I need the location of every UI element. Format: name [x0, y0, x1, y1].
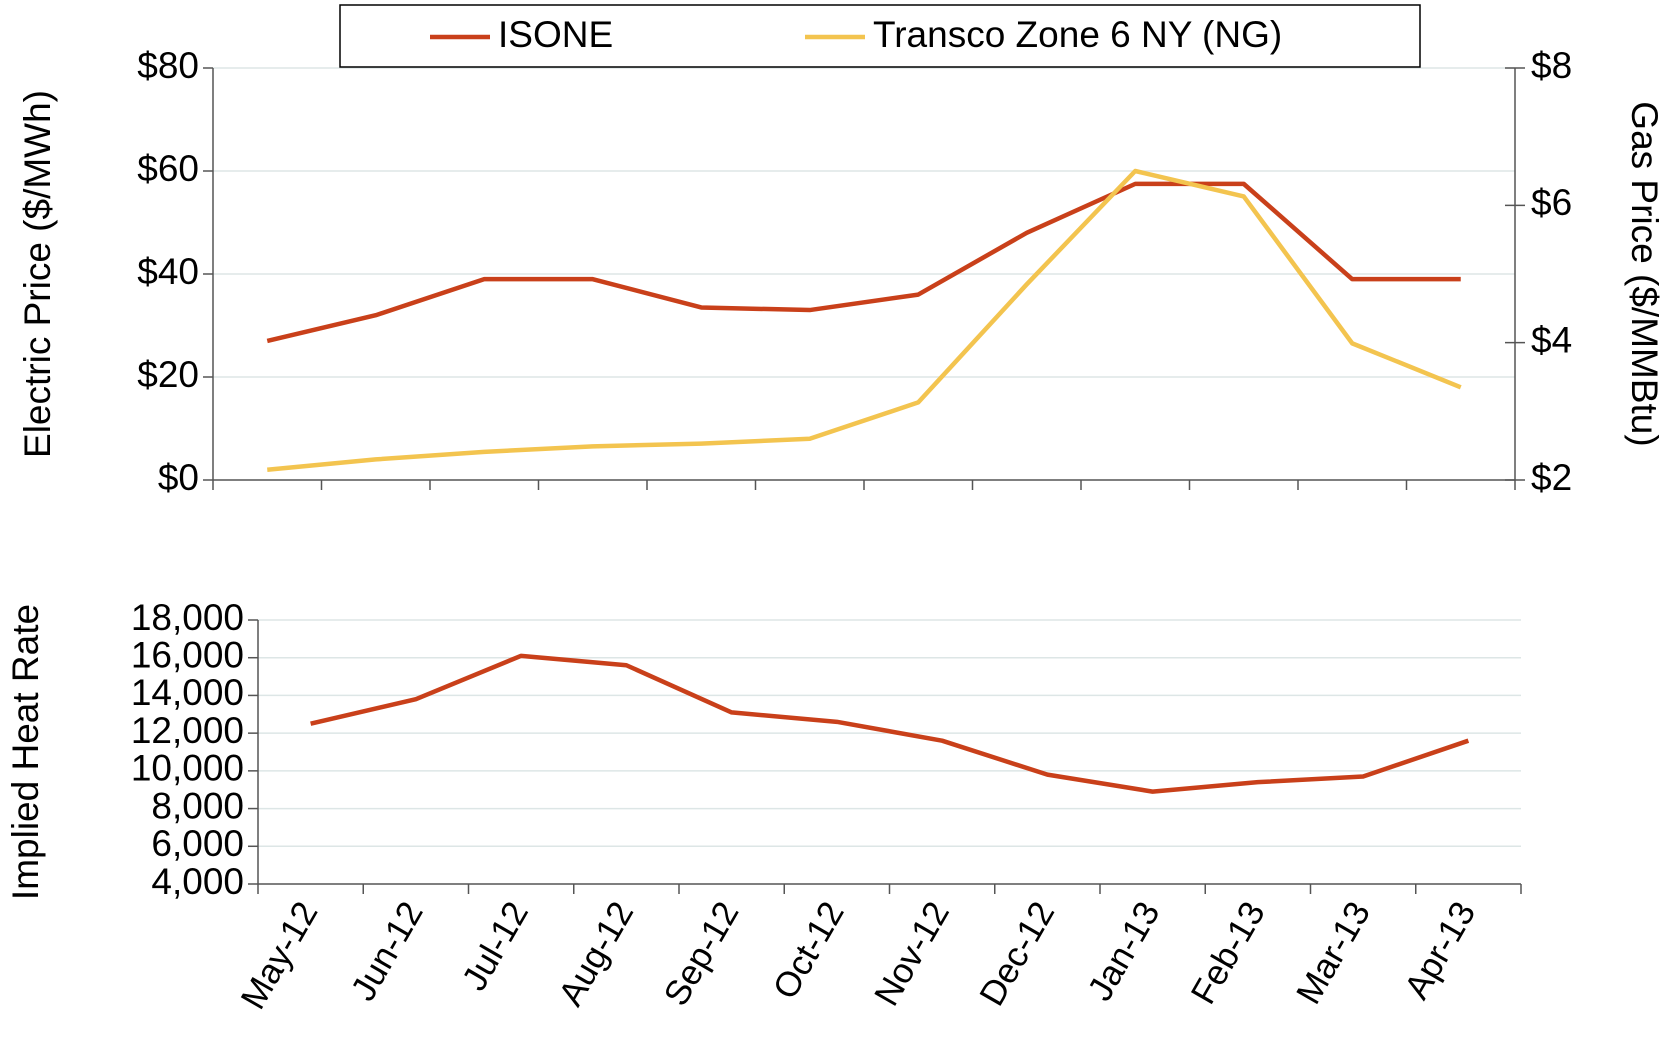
y-tick-label: 12,000: [131, 710, 244, 751]
y2-tick-label: $4: [1531, 319, 1572, 360]
x-tick-label: Feb-13: [1184, 895, 1273, 1011]
legend-label: Transco Zone 6 NY (NG): [873, 14, 1282, 55]
y-tick-label: $60: [137, 148, 199, 189]
x-tick-label: Mar-13: [1289, 895, 1378, 1011]
x-tick-label: May-12: [233, 895, 325, 1016]
y-tick-label: 14,000: [131, 672, 244, 713]
series-line: [310, 653, 1470, 794]
y-tick-label: 16,000: [131, 634, 244, 675]
y2-tick-label: $8: [1531, 45, 1572, 86]
series-line: [266, 181, 1461, 344]
y-tick-label: 6,000: [151, 823, 244, 864]
y-tick-label: $80: [137, 45, 199, 86]
series-line: [267, 168, 1462, 472]
y2-tick-label: $6: [1531, 182, 1572, 223]
x-tick-label: Jan-13: [1080, 895, 1167, 1007]
x-tick-label: Dec-12: [972, 895, 1062, 1012]
x-tick-label: Jul-12: [455, 895, 536, 997]
y-tick-label: 4,000: [151, 861, 244, 902]
y2-axis-label: Gas Price ($/MMBtu): [1624, 101, 1665, 446]
y-tick-label: 8,000: [151, 785, 244, 826]
legend-box: [339, 4, 1421, 68]
x-tick-label: Sep-12: [656, 895, 746, 1012]
y2-tick-label: $2: [1531, 457, 1572, 498]
y-axis-label: Electric Price ($/MWh): [17, 90, 58, 458]
y-tick-label: $20: [137, 354, 199, 395]
y-axis-label: Implied Heat Rate: [5, 604, 46, 900]
y-tick-label: $40: [137, 251, 199, 292]
legend-label: ISONE: [498, 14, 613, 55]
x-tick-label: Nov-12: [867, 895, 957, 1012]
x-tick-label: Jun-12: [344, 895, 431, 1007]
y-tick-label: $0: [158, 457, 199, 498]
x-tick-label: Oct-12: [766, 895, 852, 1005]
y-tick-label: 10,000: [131, 748, 244, 789]
y-tick-label: 18,000: [131, 597, 244, 638]
x-tick-label: Apr-13: [1397, 895, 1483, 1005]
x-tick-label: Aug-12: [551, 895, 641, 1012]
